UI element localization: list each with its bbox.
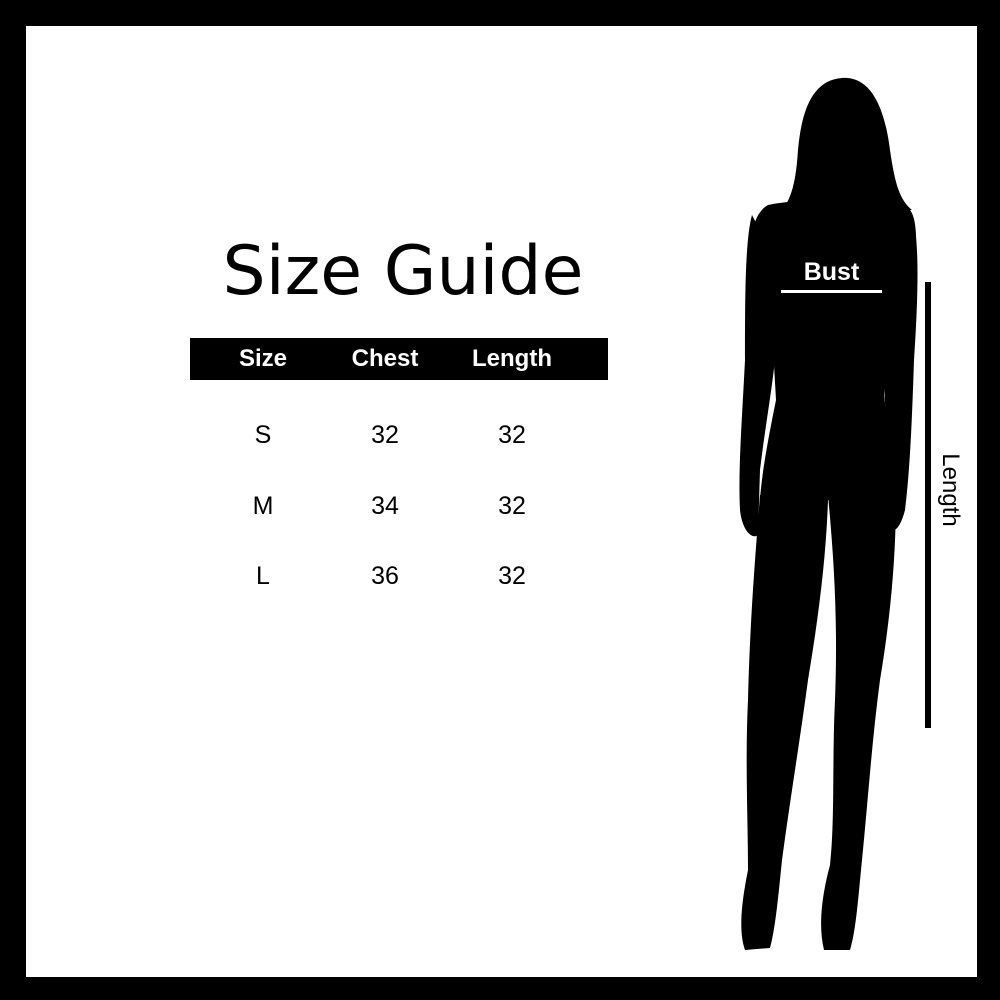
- cell-length: 32: [498, 492, 526, 520]
- bust-label: Bust: [803, 258, 860, 286]
- page-title: Size Guide: [222, 232, 584, 311]
- cell-chest: 32: [371, 421, 399, 449]
- table-header: Size Chest Length: [190, 338, 608, 380]
- cell-chest: 34: [371, 492, 399, 520]
- header-chest: Chest: [351, 345, 419, 372]
- header-length: Length: [472, 345, 552, 372]
- length-label: Length: [937, 453, 964, 527]
- length-measure-line: [925, 282, 931, 728]
- bust-measure-line: [781, 290, 882, 293]
- cell-chest: 36: [371, 562, 399, 590]
- cell-size: M: [252, 492, 274, 520]
- cell-size: L: [256, 562, 270, 590]
- cell-length: 32: [498, 421, 526, 449]
- cell-size: S: [254, 421, 272, 449]
- cell-length: 32: [498, 562, 526, 590]
- header-size: Size: [238, 345, 288, 372]
